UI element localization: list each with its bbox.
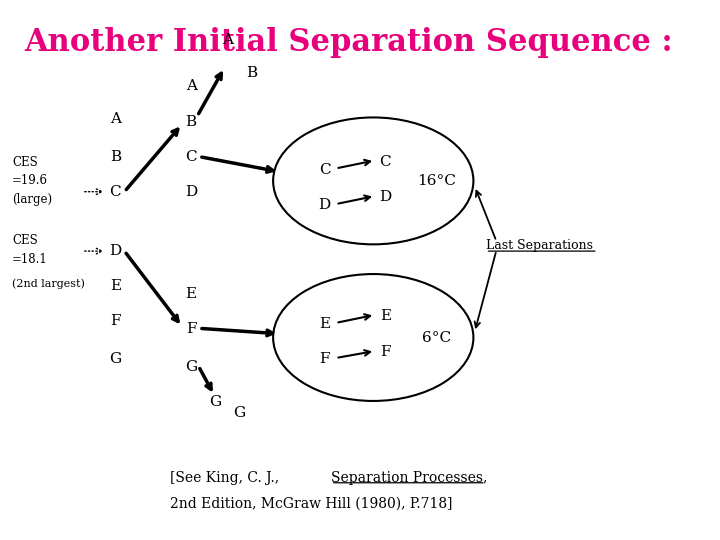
Text: B: B [186, 114, 197, 129]
Text: CES: CES [12, 156, 38, 168]
Text: 16°C: 16°C [418, 174, 456, 188]
Text: =18.1: =18.1 [12, 253, 48, 266]
Text: 6°C: 6°C [423, 330, 451, 345]
Text: (large): (large) [12, 193, 53, 206]
Text: A: A [222, 33, 233, 48]
Text: =19.6: =19.6 [12, 174, 48, 187]
Text: F: F [186, 322, 197, 336]
Text: D: D [379, 190, 392, 204]
Ellipse shape [273, 274, 474, 401]
Text: CES: CES [12, 234, 38, 247]
Text: A: A [110, 112, 121, 126]
Text: 2nd Edition, McGraw Hill (1980), P.718]: 2nd Edition, McGraw Hill (1980), P.718] [170, 496, 452, 510]
Text: E: E [380, 309, 391, 323]
Ellipse shape [273, 117, 474, 244]
Text: Separation Processes,: Separation Processes, [330, 471, 487, 485]
Text: D: D [109, 244, 122, 258]
Text: D: D [185, 185, 197, 199]
Text: G: G [233, 406, 246, 420]
Text: F: F [380, 345, 391, 359]
Text: E: E [319, 317, 330, 331]
Text: G: G [185, 360, 197, 374]
Text: B: B [109, 150, 121, 164]
Text: F: F [320, 352, 330, 366]
Text: E: E [186, 287, 197, 301]
Text: G: G [109, 352, 122, 366]
Text: Last Separations: Last Separations [485, 239, 593, 252]
Text: D: D [318, 198, 330, 212]
Text: C: C [319, 163, 330, 177]
Text: G: G [210, 395, 222, 409]
Text: A: A [186, 79, 197, 93]
Text: B: B [246, 66, 258, 80]
Text: (2nd largest): (2nd largest) [12, 278, 85, 289]
Text: E: E [109, 279, 121, 293]
Text: C: C [379, 155, 391, 169]
Text: [See King, C. J.,: [See King, C. J., [170, 471, 284, 485]
Text: Another Initial Separation Sequence :: Another Initial Separation Sequence : [24, 27, 673, 58]
Text: C: C [109, 185, 121, 199]
Text: F: F [110, 314, 120, 328]
Text: C: C [185, 150, 197, 164]
